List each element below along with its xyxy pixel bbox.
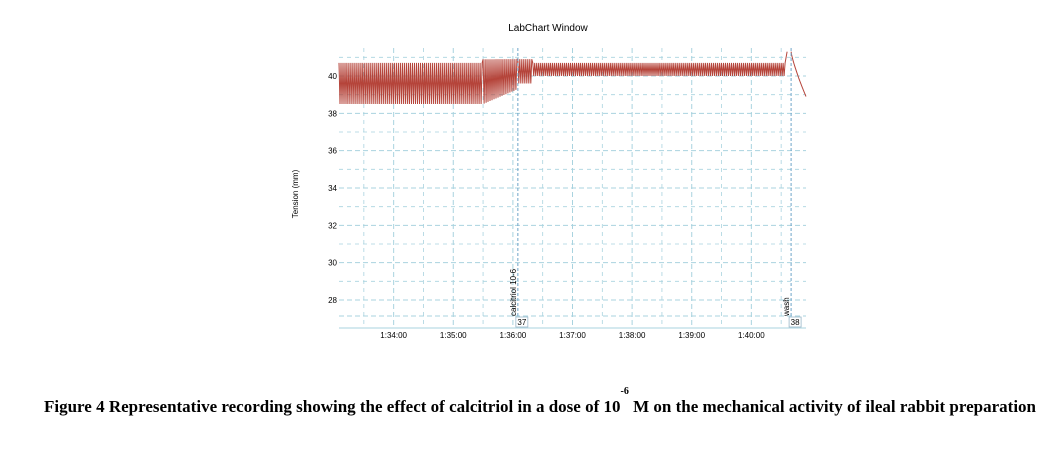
trace [338, 51, 807, 105]
y-tick-label: 38 [328, 109, 337, 118]
caption-text-end: M on the mechanical activity of ileal ra… [628, 397, 1036, 416]
chart-title: LabChart Window [508, 23, 588, 34]
x-tick-label: 1:39:00 [678, 331, 705, 340]
y-tick-label: 30 [328, 259, 337, 268]
event-marker-box [515, 316, 529, 328]
x-tick-label: 1:36:00 [500, 331, 527, 340]
caption-text: Figure 4 Representative recording showin… [44, 397, 621, 416]
x-tick-label: 1:37:00 [559, 331, 586, 340]
figure-caption: Figure 4 Representative recording showin… [40, 387, 1040, 420]
y-tick-label: 32 [328, 221, 337, 230]
plot-area: 28 30 32 34 36 38 40 1:34:00 1:35:00 1:36:00 1:37:… [328, 48, 807, 340]
axes: 28 30 32 34 36 38 40 1:34:00 1:35:00 1:36:00 1:37:… [328, 72, 765, 340]
x-tick-label: 1:38:00 [619, 331, 646, 340]
y-tick-label: 36 [328, 147, 337, 156]
x-tick-label: 1:40:00 [738, 331, 765, 340]
grid [339, 48, 806, 329]
y-tick-label: 28 [328, 296, 337, 305]
series-line [790, 51, 807, 97]
y-axis-label: Tension (mm) [291, 169, 300, 218]
event-marker-label: wash [782, 297, 791, 317]
caption-superscript: -6 [620, 386, 629, 397]
event-marker-number: 37 [517, 318, 526, 327]
y-tick-label: 40 [328, 72, 337, 81]
event-marker-label: calcitriol 10-6 [509, 268, 518, 316]
event-marker-box [788, 316, 802, 328]
x-tick-label: 1:34:00 [380, 331, 407, 340]
y-tick-label: 34 [328, 184, 337, 193]
series-line [338, 51, 788, 105]
x-tick-label: 1:35:00 [440, 331, 467, 340]
event-marker-number: 38 [791, 318, 800, 327]
